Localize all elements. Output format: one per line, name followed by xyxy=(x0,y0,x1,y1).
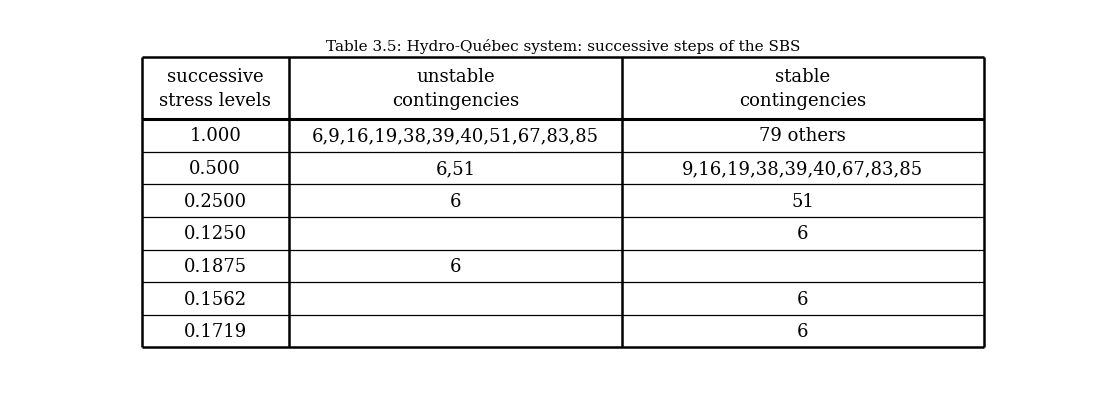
Text: 0.1719: 0.1719 xyxy=(183,322,247,340)
Text: 6: 6 xyxy=(449,192,461,210)
Text: 0.1875: 0.1875 xyxy=(183,257,247,275)
Text: 0.500: 0.500 xyxy=(189,160,242,178)
Text: 6: 6 xyxy=(797,225,808,243)
Text: unstable
contingencies: unstable contingencies xyxy=(392,68,519,109)
Text: 79 others: 79 others xyxy=(760,127,847,145)
Text: successive
stress levels: successive stress levels xyxy=(159,68,271,109)
Text: 9,16,19,38,39,40,67,83,85: 9,16,19,38,39,40,67,83,85 xyxy=(682,160,923,178)
Text: 6,9,16,19,38,39,40,51,67,83,85: 6,9,16,19,38,39,40,51,67,83,85 xyxy=(312,127,598,145)
Text: stable
contingencies: stable contingencies xyxy=(739,68,866,109)
Text: 51: 51 xyxy=(792,192,815,210)
Text: 0.1562: 0.1562 xyxy=(183,290,247,308)
Text: 6: 6 xyxy=(449,257,461,275)
Text: 0.2500: 0.2500 xyxy=(183,192,247,210)
Text: 1.000: 1.000 xyxy=(189,127,242,145)
Text: 0.1250: 0.1250 xyxy=(183,225,247,243)
Text: Table 3.5: Hydro-Québec system: successive steps of the SBS: Table 3.5: Hydro-Québec system: successi… xyxy=(325,39,800,54)
Text: 6: 6 xyxy=(797,322,808,340)
Text: 6,51: 6,51 xyxy=(435,160,475,178)
Text: 6: 6 xyxy=(797,290,808,308)
